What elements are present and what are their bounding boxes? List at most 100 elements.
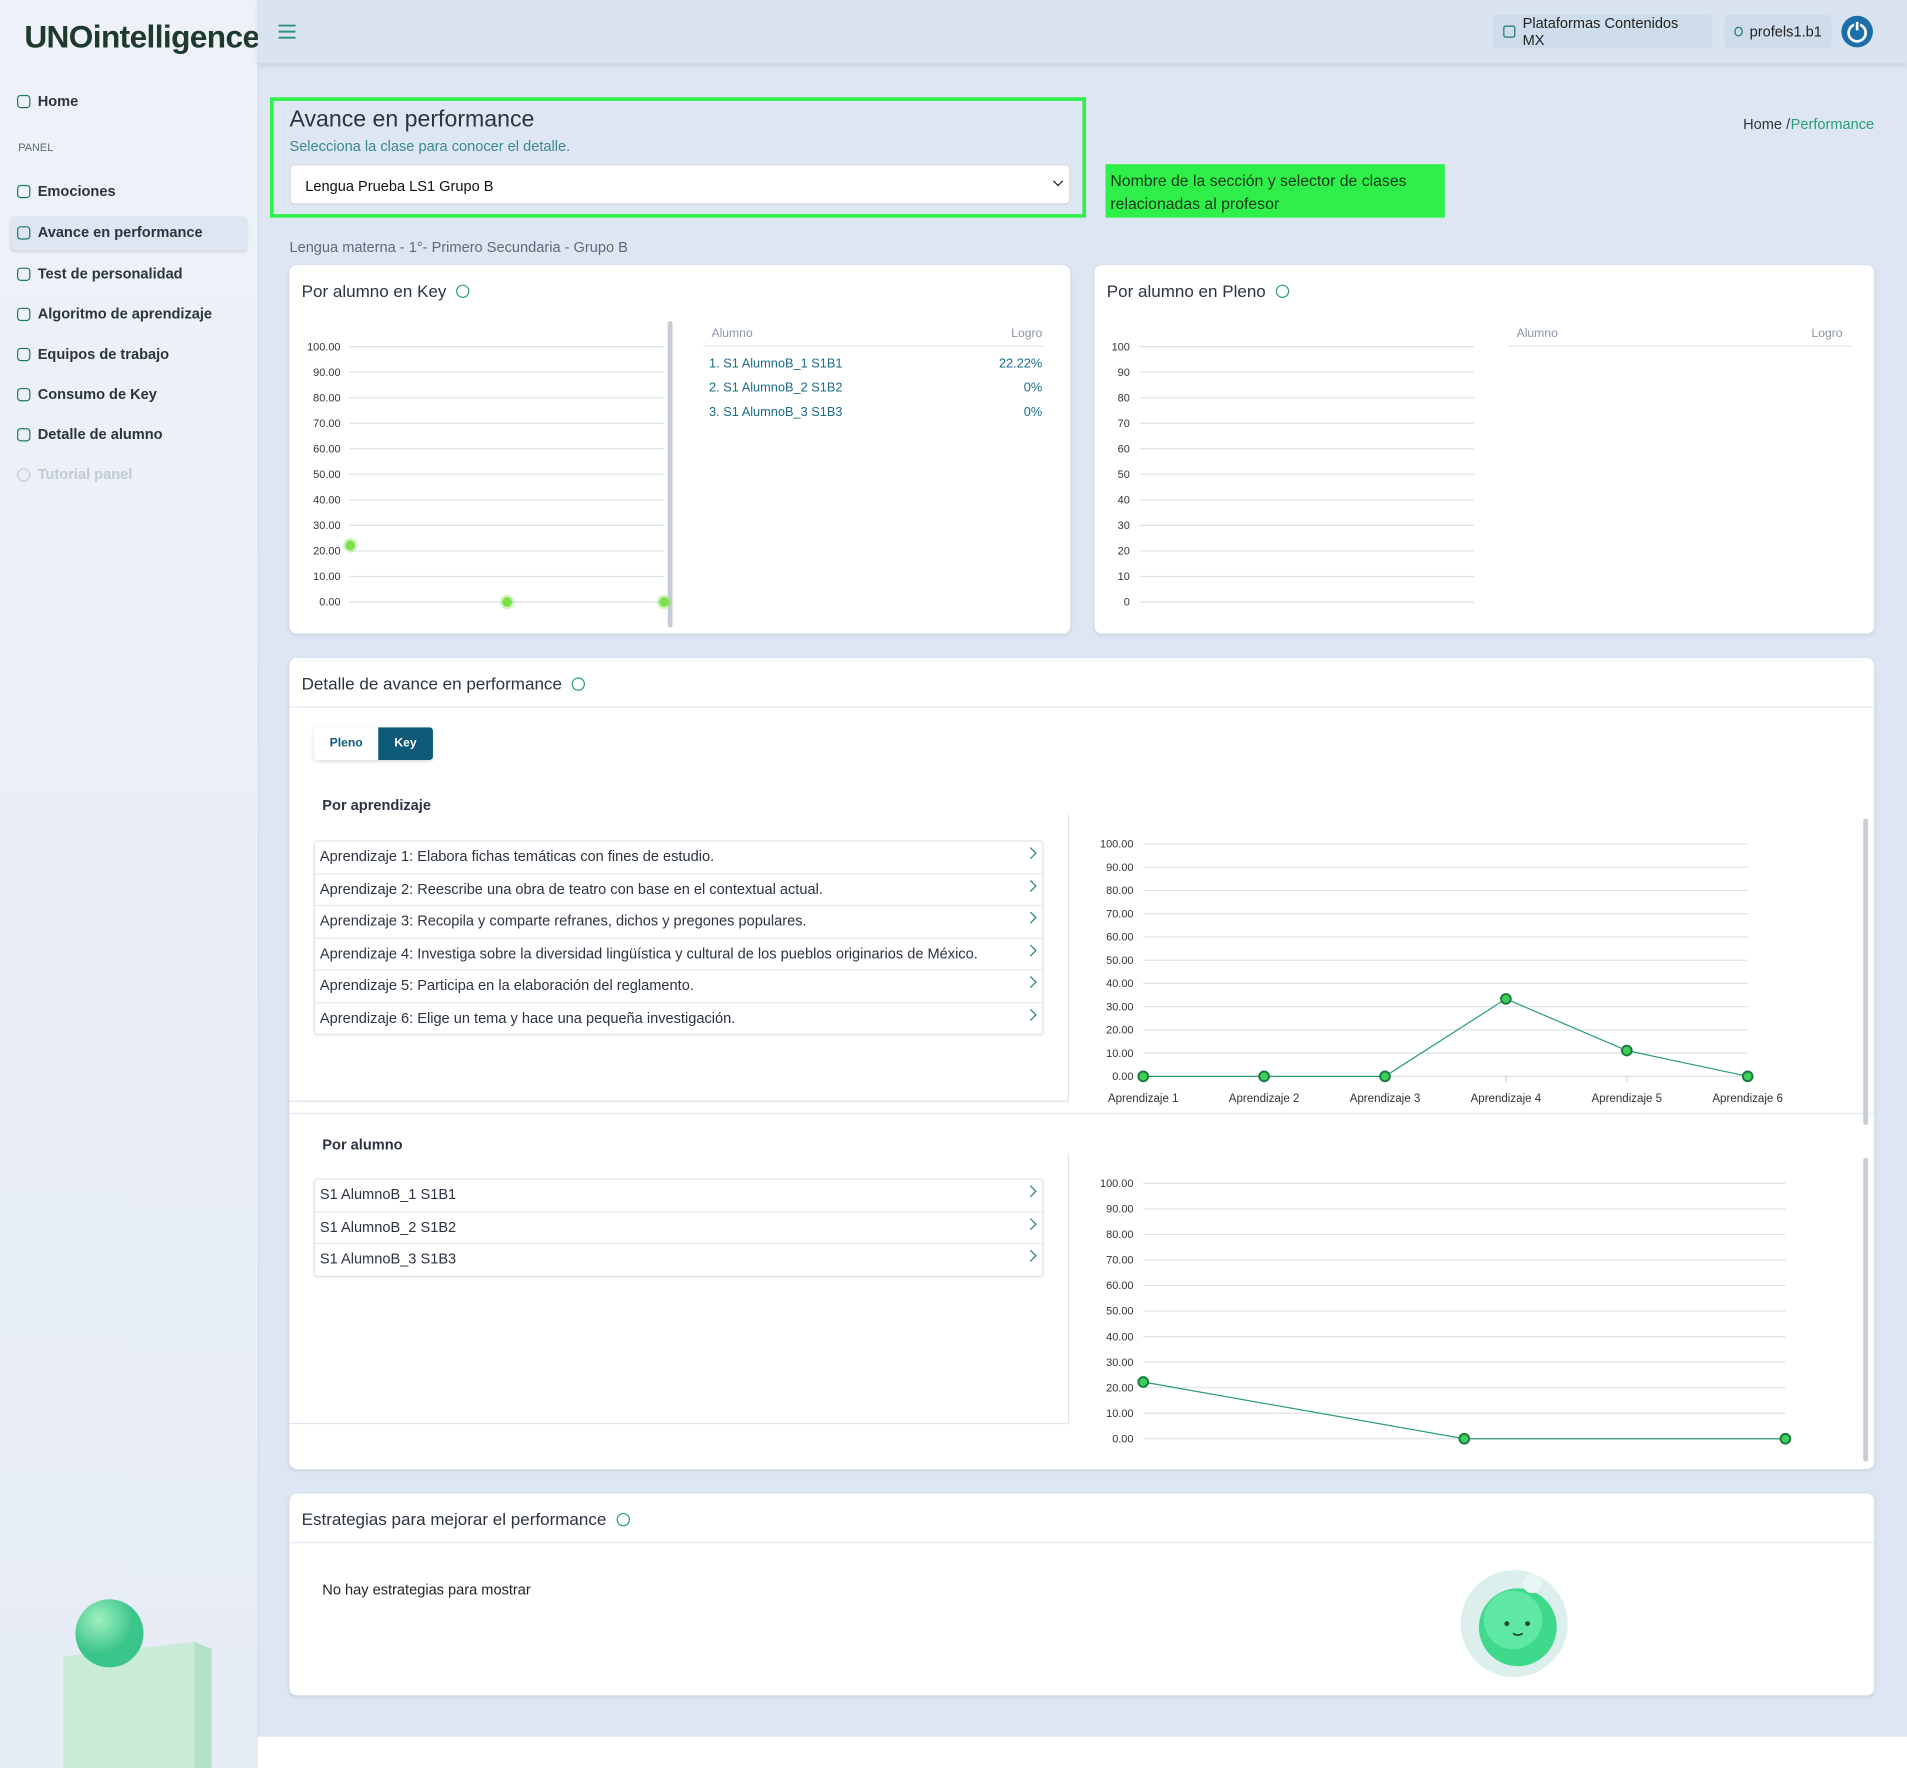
platform-button[interactable]: Plataformas Contenidos MX [1493, 15, 1712, 49]
pleno-card: Por alumno en Pleno AlumnoLogro [1095, 265, 1875, 634]
card-title: Por alumno en Pleno [1107, 281, 1266, 300]
nav-icon [17, 468, 30, 481]
list-item[interactable]: Aprendizaje 1: Elabora fichas temáticas … [315, 842, 1042, 874]
table-header [1508, 328, 1851, 346]
list-item[interactable]: Aprendizaje 3: Recopila y comparte refra… [315, 906, 1042, 938]
card-title: Por alumno en Key [302, 281, 447, 300]
info-icon[interactable] [616, 1512, 629, 1525]
nav-label: Test de personalidad [38, 265, 183, 282]
nav-label: Home [38, 92, 79, 109]
nav-label: Emociones [38, 182, 116, 199]
nav-item[interactable]: Avance en performance [17, 224, 203, 241]
nav-item[interactable]: Test de personalidad [17, 265, 183, 282]
chevron [1025, 976, 1037, 988]
table-header-cell: Alumno [711, 327, 752, 340]
footer [258, 1737, 1907, 1768]
breadcrumb: Home / Performance [1743, 116, 1874, 133]
nav-item[interactable]: Home [17, 92, 78, 109]
chevron [1025, 1008, 1037, 1020]
class-info: Lengua materna - 1°- Primero Secundaria … [289, 238, 627, 255]
nav-label: Equipos de trabajo [38, 345, 169, 362]
list-item[interactable]: Aprendizaje 2: Reescribe una obra de tea… [315, 874, 1042, 906]
list-item[interactable]: S1 AlumnoB_2 S1B2 [315, 1212, 1042, 1244]
nav-icon [17, 184, 30, 197]
learning-list: Aprendizaje 1: Elabora fichas temáticas … [314, 840, 1044, 1035]
student-score: 0% [969, 405, 1042, 420]
table-header-cell: Logro [1006, 327, 1042, 340]
scrollbar [668, 321, 673, 627]
tab[interactable]: Pleno [314, 727, 379, 760]
chevron [1025, 944, 1037, 956]
list-item[interactable]: Aprendizaje 4: Investiga sobre la divers… [315, 938, 1042, 970]
mascot [1457, 1569, 1574, 1678]
list-item[interactable]: Aprendizaje 6: Elige un tema y hace una … [315, 1003, 1042, 1034]
nav-label: Tutorial panel [38, 466, 133, 483]
class-select[interactable]: Lengua Prueba LS1 Grupo B [289, 164, 1070, 204]
nav-icon [17, 226, 30, 239]
nav-icon [17, 267, 30, 280]
student-score: 0% [969, 381, 1042, 396]
annotation: Nombre de la sección y selector de clase… [1106, 164, 1445, 218]
tabs: PlenoKey [314, 727, 433, 760]
info-icon[interactable] [1276, 284, 1289, 297]
section-title: Por aprendizaje [322, 797, 431, 814]
nav-icon [17, 347, 30, 360]
tab[interactable]: Key [379, 727, 433, 760]
key-card: Por alumno en Key Alumno Logro 1. S1 Alumn… [289, 265, 1070, 634]
user-label: profels1.b1 [1750, 23, 1822, 40]
nav-label: Algoritmo de aprendizaje [38, 305, 212, 322]
chevron [1025, 847, 1037, 859]
nav-item[interactable]: Equipos de trabajo [17, 345, 169, 362]
student-score: 22.22% [969, 356, 1042, 371]
breadcrumb-home[interactable]: Home [1743, 116, 1782, 133]
nav-item[interactable]: Consumo de Key [17, 386, 157, 403]
page-title: Avance en performance [289, 107, 534, 134]
card-title: Estrategias para mejorar el performance [302, 1509, 607, 1528]
list-item[interactable]: S1 AlumnoB_1 S1B1 [315, 1180, 1042, 1212]
chevron [1025, 1250, 1037, 1262]
info-icon[interactable] [456, 284, 469, 297]
logo[interactable]: UNOintelligence [24, 18, 259, 56]
list-item[interactable]: Aprendizaje 5: Participa en la elaboraci… [315, 971, 1042, 1003]
table-header-cell: Logro [1806, 327, 1842, 340]
info-icon[interactable] [572, 677, 585, 690]
chevron [1025, 1185, 1037, 1197]
section-title: Por alumno [322, 1136, 402, 1153]
nav-section: PANEL [18, 141, 53, 153]
nav-label: Avance en performance [38, 224, 203, 241]
scrollbar [1863, 819, 1868, 1125]
nav-item[interactable]: Detalle de alumno [17, 426, 163, 443]
platform-label: Plataformas Contenidos MX [1523, 15, 1703, 49]
nav-label: Detalle de alumno [38, 426, 163, 443]
chevron [1025, 1217, 1037, 1229]
empty-message: No hay estrategias para mostrar [322, 1581, 530, 1598]
sidebar: UNOintelligence Home PANEL Emociones Avance… [0, 0, 259, 1768]
nav-label: Consumo de Key [38, 386, 157, 403]
student-name[interactable]: 2. S1 AlumnoB_2 S1B2 [709, 381, 842, 396]
chevron [1025, 912, 1037, 924]
nav-icon [17, 307, 30, 320]
nav-item[interactable]: Emociones [17, 182, 116, 199]
table-header [703, 328, 1044, 346]
detail-card: Detalle de avance en performance PlenoKe… [289, 658, 1874, 1469]
nav-item: Tutorial panel [17, 466, 132, 483]
list-item[interactable]: S1 AlumnoB_3 S1B3 [315, 1244, 1042, 1275]
select-value: Lengua Prueba LS1 Grupo B [305, 178, 493, 195]
strategies-card: Estrategias para mejorar el performance … [289, 1493, 1874, 1695]
breadcrumb-current: Performance [1791, 116, 1875, 133]
scrollbar [1863, 1158, 1868, 1462]
student-name[interactable]: 1. S1 AlumnoB_1 S1B1 [709, 356, 842, 371]
nav-icon [17, 94, 30, 107]
student-name[interactable]: 3. S1 AlumnoB_3 S1B3 [709, 405, 842, 420]
decoration [49, 1581, 231, 1768]
card-title: Detalle de avance en performance [302, 674, 562, 693]
menu-toggle[interactable] [277, 23, 296, 40]
user-button[interactable]: profels1.b1 [1725, 15, 1832, 49]
chevron [1025, 879, 1037, 891]
page-subtitle: Selecciona la clase para conocer el deta… [289, 137, 570, 154]
logout-button[interactable] [1840, 15, 1874, 49]
student-list: S1 AlumnoB_1 S1B1S1 AlumnoB_2 S1B2S1 Alu… [314, 1178, 1044, 1276]
nav-item[interactable]: Algoritmo de aprendizaje [17, 305, 212, 322]
